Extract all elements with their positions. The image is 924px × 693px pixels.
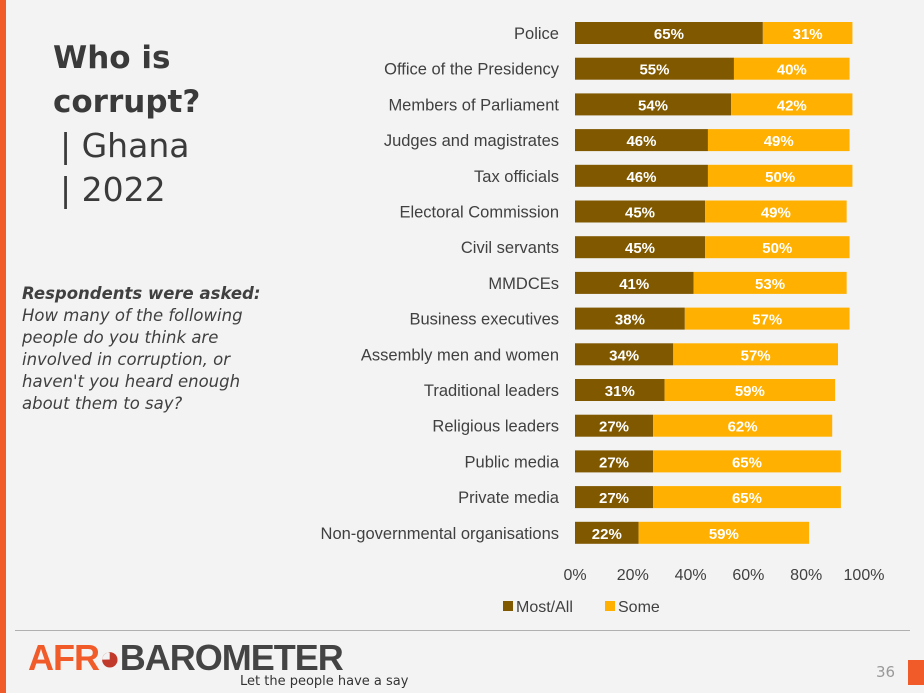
- category-label: Office of the Presidency: [384, 61, 560, 79]
- bar-some: [684, 307, 850, 330]
- subtitle-year: | 2022: [60, 170, 166, 209]
- bar-most-all: [575, 414, 654, 437]
- data-label: 65%: [732, 490, 762, 507]
- category-label: Civil servants: [461, 239, 559, 257]
- data-label: 34%: [609, 347, 639, 364]
- bar-most-all: [575, 450, 654, 473]
- bar-some: [731, 93, 853, 116]
- stacked-bar-chart: Police 65% 31% Office of the Presidency 55% 4…: [321, 22, 885, 616]
- data-label: 50%: [765, 169, 795, 186]
- bar-most-all: [575, 200, 706, 223]
- x-tick-label: 80%: [790, 567, 822, 584]
- bar-most-all: [575, 57, 734, 80]
- x-tick-label: 40%: [675, 567, 707, 584]
- bar-some: [638, 521, 810, 544]
- category-label: Non-governmental organisations: [321, 525, 559, 543]
- note-lead: Respondents were asked: [22, 284, 254, 303]
- data-label: 49%: [764, 133, 794, 150]
- data-label: 62%: [728, 419, 758, 436]
- page-subtitle: | Ghana | 2022: [60, 124, 189, 212]
- data-label: 57%: [741, 347, 771, 364]
- bar-most-all: [575, 486, 654, 509]
- bar-most-all: [575, 379, 665, 401]
- data-label: 27%: [599, 419, 629, 436]
- bar-most-all: [575, 307, 685, 330]
- category-label: Members of Parliament: [388, 96, 559, 114]
- bar-some: [653, 450, 841, 473]
- legend-label: Some: [618, 599, 660, 616]
- page-title: Who is corrupt?: [53, 40, 201, 120]
- bar-most-all: [575, 129, 708, 152]
- bar-some: [705, 236, 850, 259]
- bar-most-all: [575, 22, 763, 44]
- data-label: 41%: [619, 276, 649, 293]
- note-question: How many of the following people do you …: [22, 306, 243, 413]
- bar-most-all: [575, 164, 708, 187]
- data-label: 55%: [639, 62, 669, 79]
- bar-some: [673, 343, 838, 366]
- data-label: 57%: [752, 312, 782, 329]
- data-label: 53%: [755, 276, 785, 293]
- category-label: Traditional leaders: [424, 382, 559, 400]
- bar-most-all: [575, 236, 706, 259]
- legend-swatch: [503, 601, 513, 611]
- data-label: 45%: [625, 205, 655, 222]
- category-label: Religious leaders: [432, 418, 559, 436]
- category-label: Assembly men and women: [361, 346, 559, 364]
- data-label: 65%: [654, 26, 684, 43]
- bar-some: [664, 379, 836, 401]
- accent-stripe: [0, 0, 6, 693]
- data-label: 46%: [626, 133, 656, 150]
- x-tick-label: 20%: [617, 567, 649, 584]
- category-label: Police: [514, 25, 559, 43]
- category-label: Judges and magistrates: [384, 132, 559, 150]
- legend-label: Most/All: [516, 599, 573, 616]
- bar-some: [653, 414, 833, 437]
- bar-most-all: [575, 343, 674, 366]
- bar-some: [762, 22, 853, 44]
- afrobarometer-logo: AFR◕BAROMETER: [28, 637, 344, 678]
- data-label: 46%: [626, 169, 656, 186]
- page-marker: [908, 660, 924, 685]
- data-label: 31%: [793, 26, 823, 43]
- data-label: 49%: [761, 205, 791, 222]
- x-tick-label: 100%: [844, 567, 885, 584]
- bar-some: [705, 200, 847, 223]
- data-label: 45%: [625, 240, 655, 257]
- data-label: 27%: [599, 490, 629, 507]
- x-tick-label: 60%: [732, 567, 764, 584]
- bar-most-all: [575, 271, 694, 294]
- data-label: 59%: [735, 383, 765, 400]
- data-label: 50%: [762, 240, 792, 257]
- data-label: 42%: [777, 97, 807, 114]
- bar-some: [653, 486, 841, 509]
- data-label: 31%: [605, 383, 635, 400]
- bar-most-all: [575, 93, 732, 116]
- data-label: 59%: [709, 526, 739, 543]
- question-note: Respondents were asked: How many of the …: [22, 284, 261, 413]
- data-label: 54%: [638, 97, 668, 114]
- category-label: Business executives: [410, 311, 560, 329]
- data-label: 40%: [777, 62, 807, 79]
- bar-some: [707, 129, 850, 152]
- category-label: Electoral Commission: [399, 204, 559, 222]
- category-label: Public media: [465, 453, 560, 471]
- logo-tagline: Let the people have a say: [240, 674, 409, 689]
- category-label: Private media: [458, 489, 560, 507]
- subtitle-country: | Ghana: [60, 126, 190, 165]
- data-label: 65%: [732, 454, 762, 471]
- data-label: 27%: [599, 454, 629, 471]
- x-tick-label: 0%: [563, 567, 586, 584]
- category-label: Tax officials: [474, 168, 559, 186]
- bar-most-all: [575, 521, 639, 544]
- data-label: 22%: [592, 526, 622, 543]
- page-number: 36: [876, 663, 896, 681]
- data-label: 38%: [615, 312, 645, 329]
- category-label: MMDCEs: [488, 275, 559, 293]
- bar-some: [733, 57, 850, 80]
- legend-swatch: [605, 601, 615, 611]
- bar-some: [707, 164, 853, 187]
- bar-some: [693, 271, 847, 294]
- footer-divider: [15, 630, 910, 631]
